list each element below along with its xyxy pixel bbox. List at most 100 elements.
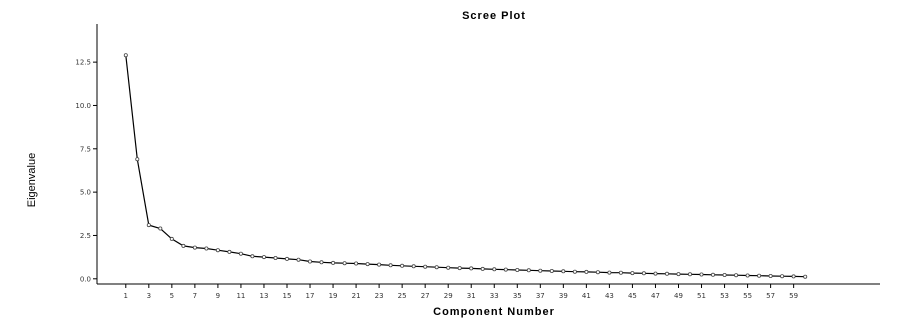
x-tick-label: 7 [193, 292, 197, 300]
data-point [641, 271, 646, 276]
data-point [561, 269, 566, 274]
y-tick-label: 0.0 [80, 275, 91, 283]
x-tick-label: 27 [421, 292, 430, 300]
data-point [388, 263, 393, 268]
x-tick-label: 35 [513, 292, 522, 300]
data-point [227, 249, 232, 254]
data-point [342, 261, 347, 266]
y-axis-ticks: 0.0 2.5 5.0 7.5 10.0 12.5 [75, 59, 97, 283]
series-line [125, 55, 806, 278]
x-tick-label: 57 [766, 292, 775, 300]
data-point [503, 267, 508, 272]
x-tick-label: 13 [260, 292, 269, 300]
x-tick-label: 37 [536, 292, 545, 300]
data-point [595, 270, 600, 275]
data-point [757, 273, 762, 278]
data-point [492, 267, 497, 272]
x-tick-label: 55 [743, 292, 752, 300]
data-point [515, 267, 520, 272]
data-point [446, 265, 451, 270]
data-point [734, 273, 739, 278]
x-tick-label: 51 [697, 292, 706, 300]
data-point [745, 273, 750, 278]
data-point [123, 53, 128, 58]
data-point [791, 274, 796, 279]
x-tick-label: 47 [651, 292, 660, 300]
data-point [768, 273, 773, 278]
x-tick-label: 3 [147, 292, 151, 300]
y-tick-label: 7.5 [80, 145, 91, 153]
x-tick-label: 23 [375, 292, 384, 300]
y-axis-label: Eigenvalue [26, 153, 38, 207]
data-point [653, 271, 658, 276]
x-tick-label: 39 [559, 292, 568, 300]
data-point [135, 157, 140, 162]
data-point [688, 272, 693, 277]
x-tick-label: 25 [398, 292, 407, 300]
data-point [803, 274, 808, 279]
data-point [319, 260, 324, 265]
axes [96, 24, 880, 285]
data-point [549, 268, 554, 273]
data-point [780, 274, 785, 279]
data-point [584, 269, 589, 274]
x-tick-label: 49 [674, 292, 683, 300]
data-point [722, 272, 727, 277]
y-tick-label: 10.0 [75, 102, 91, 110]
data-point [354, 261, 359, 266]
x-tick-label: 29 [444, 292, 453, 300]
data-point [181, 243, 186, 248]
data-point [607, 270, 612, 275]
chart-title: Scree Plot [462, 10, 526, 22]
x-tick-label: 53 [720, 292, 729, 300]
data-point [480, 266, 485, 271]
data-point [711, 272, 716, 277]
y-tick-label: 2.5 [80, 232, 91, 240]
x-axis-label: Component Number [433, 306, 555, 318]
data-point [434, 265, 439, 270]
x-tick-label: 21 [352, 292, 361, 300]
data-point [146, 223, 151, 228]
x-tick-label: 59 [789, 292, 798, 300]
data-point [469, 266, 474, 271]
data-point [630, 271, 635, 276]
x-tick-label: 11 [236, 292, 245, 300]
data-point [169, 236, 174, 241]
data-point [618, 270, 623, 275]
data-point [665, 271, 670, 276]
data-point [331, 260, 336, 265]
x-tick-label: 5 [170, 292, 174, 300]
data-point [284, 256, 289, 261]
data-point [423, 264, 428, 269]
data-point [699, 272, 704, 277]
x-tick-label: 41 [582, 292, 591, 300]
data-point [365, 262, 370, 267]
x-tick-label: 9 [216, 292, 220, 300]
x-tick-label: 33 [490, 292, 499, 300]
data-point [250, 254, 255, 259]
data-point [572, 269, 577, 274]
data-point [411, 264, 416, 269]
x-tick-label: 15 [283, 292, 292, 300]
x-tick-label: 17 [306, 292, 315, 300]
eigenvalue-series [123, 53, 808, 279]
data-point [400, 263, 405, 268]
y-tick-label: 12.5 [75, 59, 91, 67]
data-point [307, 259, 312, 264]
x-tick-label: 31 [467, 292, 476, 300]
data-point [296, 257, 301, 262]
data-point [215, 248, 220, 253]
x-tick-label: 43 [605, 292, 614, 300]
data-point [238, 251, 243, 256]
data-point [377, 262, 382, 267]
data-point [526, 268, 531, 273]
data-point [538, 268, 543, 273]
x-tick-label: 19 [329, 292, 338, 300]
data-point [273, 255, 278, 260]
data-point [457, 266, 462, 271]
data-point [204, 246, 209, 251]
data-point [192, 245, 197, 250]
x-tick-label: 45 [628, 292, 637, 300]
y-tick-label: 5.0 [80, 189, 91, 197]
